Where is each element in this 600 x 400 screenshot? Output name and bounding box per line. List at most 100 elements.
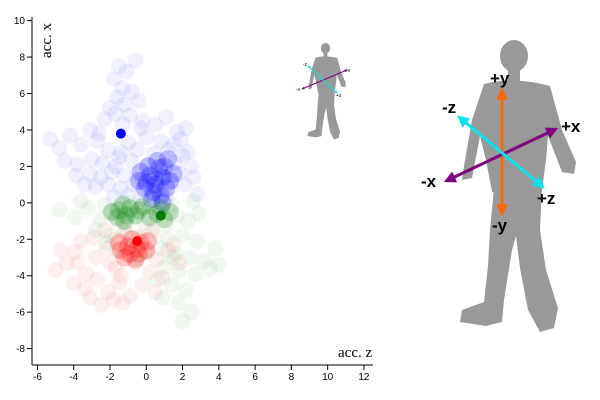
red-cloud-point — [147, 284, 164, 301]
blue-core-point — [146, 175, 165, 194]
blue-cloud-point — [149, 182, 166, 199]
blue-cloud-point — [87, 178, 104, 195]
green-cloud-point — [170, 262, 187, 279]
cloud-layer — [42, 52, 227, 330]
blue-cloud-point — [138, 129, 155, 146]
blue-cloud-point — [121, 107, 138, 124]
blue-cloud-point — [160, 142, 177, 159]
green-cloud-point — [158, 216, 175, 233]
y-ticks: -8 -6 -4 -2 0 2 4 6 8 10 — [14, 16, 32, 355]
blue-cloud-point — [89, 132, 106, 149]
blue-cloud-point — [131, 92, 148, 109]
blue-cloud-point — [107, 105, 124, 122]
blue-cloud-point — [161, 180, 178, 197]
red-cloud-point — [72, 233, 89, 250]
red-cloud-point — [165, 236, 182, 253]
green-cloud-point — [185, 193, 202, 210]
blue-core-point — [149, 159, 168, 178]
blue-cloud-point — [76, 176, 93, 193]
red-cloud-point — [138, 244, 155, 261]
green-cloud-point — [136, 214, 153, 231]
blue-cloud-point — [143, 167, 160, 184]
red-cloud-point — [111, 275, 128, 292]
green-centroid-point — [155, 210, 166, 221]
x-tick-label: 0 — [143, 372, 149, 383]
y-tick-label: 8 — [19, 53, 25, 64]
red-cloud-point — [58, 254, 75, 271]
red-cloud-point — [118, 223, 135, 240]
blue-cloud-point — [118, 63, 135, 80]
blue-cloud-point — [145, 185, 162, 202]
blue-cloud-point — [170, 165, 187, 182]
blue-cloud-point — [105, 70, 122, 87]
blue-cloud-point — [127, 52, 144, 69]
red-core-point — [126, 250, 145, 269]
green-cloud-point — [145, 225, 162, 242]
red-cloud-point — [121, 287, 138, 304]
blue-cloud-point — [145, 145, 162, 162]
blue-cloud-point — [123, 83, 140, 100]
blue-core-point — [151, 186, 170, 205]
green-core-point — [110, 201, 129, 220]
red-core-point — [120, 244, 139, 263]
blue-cloud-point — [92, 169, 109, 186]
blue-cloud-point — [129, 165, 146, 182]
blue-cloud-point — [72, 136, 89, 153]
blue-cloud-point — [167, 154, 184, 171]
x-tick-label: -6 — [33, 372, 42, 383]
walker-axes-diagram: +y -y +x -x +z -z — [421, 40, 581, 332]
red-core-point — [110, 233, 129, 252]
green-cloud-point — [72, 193, 89, 210]
label-plus-y: +y — [490, 69, 510, 88]
blue-cloud-point — [56, 152, 73, 169]
blue-cloud-point — [107, 158, 124, 175]
blue-cloud-point — [120, 187, 137, 204]
y-tick-label: 0 — [19, 198, 25, 209]
green-core-point — [108, 208, 127, 227]
green-cloud-point — [179, 213, 196, 230]
small-label-plus-x: +x — [345, 68, 351, 74]
blue-cloud-point — [114, 80, 131, 97]
red-core-point — [111, 241, 130, 260]
green-cloud-point — [87, 222, 104, 239]
green-cloud-point — [51, 202, 68, 219]
red-cloud-point — [141, 264, 158, 281]
green-cloud-point — [210, 256, 227, 273]
blue-cloud-point — [165, 136, 182, 153]
red-cloud-point — [101, 254, 118, 271]
blue-core-point — [144, 182, 163, 201]
blue-cloud-point — [138, 178, 155, 195]
red-cloud-point — [98, 240, 115, 257]
blue-core-point — [137, 173, 156, 192]
green-cloud-point — [160, 231, 177, 248]
blue-core-point — [139, 157, 158, 176]
blue-cloud-point — [112, 143, 129, 160]
small-walker-diagram: -z +x -x +z — [296, 43, 351, 140]
red-core-point — [115, 248, 134, 267]
blue-cloud-point — [51, 140, 68, 157]
blue-cloud-point — [129, 142, 146, 159]
blue-cloud-point — [82, 165, 99, 182]
green-cloud-point — [101, 227, 118, 244]
green-cloud-point — [165, 249, 182, 266]
green-cloud-point — [163, 196, 180, 213]
blue-core-point — [131, 162, 150, 181]
red-cloud-point — [149, 251, 166, 268]
green-cloud-point — [125, 205, 142, 222]
blue-core-point — [153, 193, 172, 212]
label-minus-x: -x — [421, 172, 437, 191]
centroid-layer — [115, 128, 166, 247]
red-cloud-point — [107, 260, 124, 277]
red-cloud-point — [112, 267, 129, 284]
green-cloud-point — [120, 194, 137, 211]
red-cloud-point — [105, 291, 122, 308]
blue-cloud-point — [178, 120, 195, 137]
x-tick-label: -2 — [106, 372, 115, 383]
y-tick-label: 2 — [19, 162, 25, 173]
blue-cloud-point — [154, 167, 171, 184]
red-cloud-point — [82, 289, 99, 306]
green-cloud-point — [138, 244, 155, 261]
blue-core-point — [155, 157, 174, 176]
blue-cloud-point — [158, 189, 175, 206]
